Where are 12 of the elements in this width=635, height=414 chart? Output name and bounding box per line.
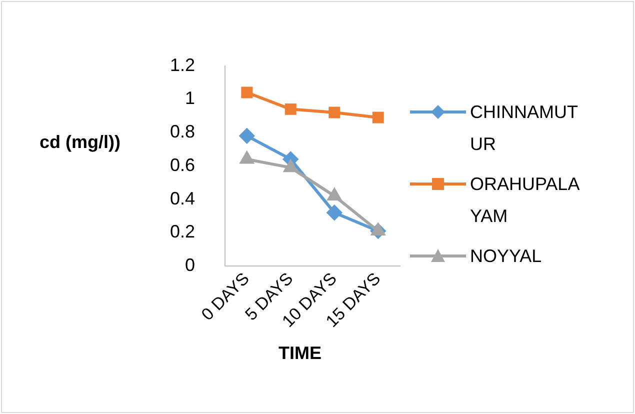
- legend-label: ORAHUPALAYAM: [470, 173, 581, 228]
- legend-label: NOYYAL: [470, 245, 543, 268]
- y-tick-label: 0.6: [170, 154, 196, 175]
- y-tick-label: 1.2: [170, 54, 196, 75]
- y-tick-label: 0: [185, 254, 196, 275]
- y-tick-label: 1: [185, 88, 196, 108]
- y-tick-label: 0.8: [170, 122, 196, 142]
- x-axis-title: TIME: [278, 343, 322, 364]
- y-tick-label: 0.2: [170, 222, 196, 242]
- legend-label: CHINNAMUTUR: [470, 101, 579, 156]
- y-tick-label: 0.4: [170, 188, 196, 208]
- y-axis-title: cd (mg/l)): [38, 131, 122, 154]
